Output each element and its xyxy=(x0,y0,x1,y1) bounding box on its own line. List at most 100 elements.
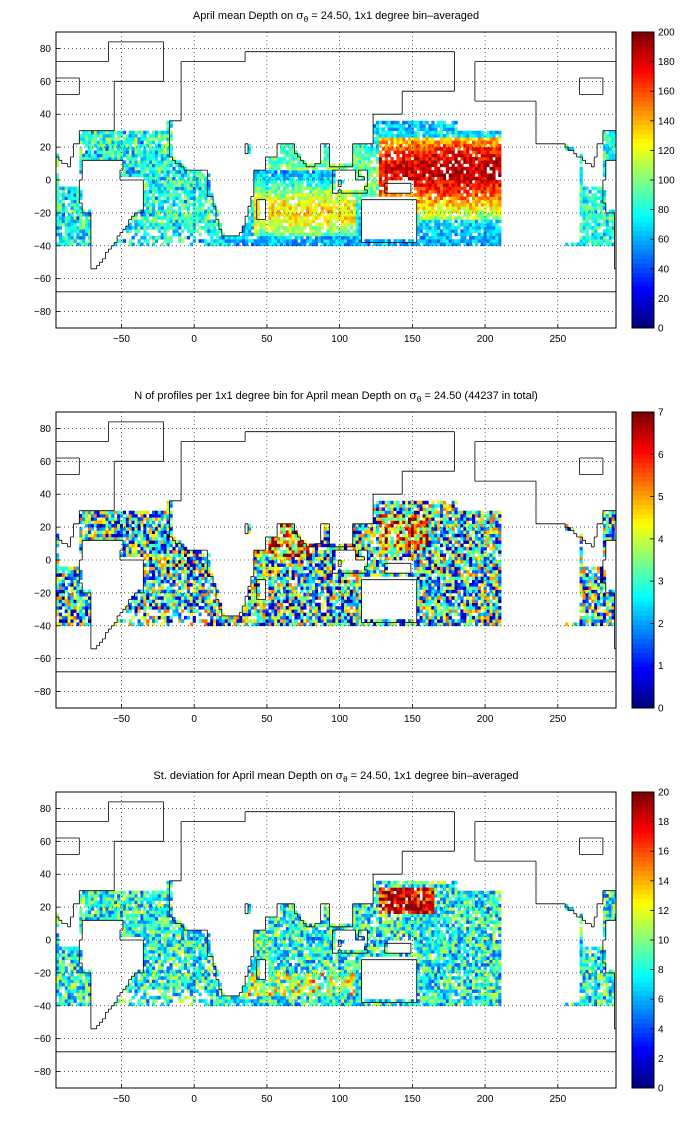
heatmap-cell xyxy=(588,619,592,623)
heatmap-cell xyxy=(300,183,304,187)
heatmap-cell xyxy=(393,163,397,168)
heatmap-cell xyxy=(314,592,319,597)
heatmap-cell xyxy=(370,150,374,154)
heatmap-cell xyxy=(358,147,362,151)
heatmap-cell xyxy=(282,239,287,243)
heatmap-cell xyxy=(349,219,353,224)
heatmap-cell xyxy=(428,170,432,174)
heatmap-cell xyxy=(134,216,138,220)
heatmap-cell xyxy=(381,134,385,138)
heatmap-cell xyxy=(460,137,464,141)
heatmap-cell xyxy=(56,612,60,617)
heatmap-cell xyxy=(600,235,604,240)
heatmap-cell xyxy=(186,609,191,613)
heatmap-cell xyxy=(143,163,147,168)
heatmap-cell xyxy=(58,589,63,594)
heatmap-cell xyxy=(218,622,223,627)
heatmap-cell xyxy=(96,157,100,161)
heatmap-cell xyxy=(608,143,612,148)
heatmap-cell xyxy=(477,183,481,187)
heatmap-cell xyxy=(166,606,170,610)
heatmap-cell xyxy=(274,193,278,197)
heatmap-cell xyxy=(268,216,272,220)
heatmap-cell xyxy=(134,137,138,141)
heatmap-cell xyxy=(265,176,269,181)
heatmap-cell xyxy=(93,157,97,161)
heatmap-cell xyxy=(492,150,496,154)
heatmap-cell xyxy=(466,612,470,617)
heatmap-cell xyxy=(70,226,74,230)
heatmap-cell xyxy=(280,150,284,154)
heatmap-cell xyxy=(317,596,321,600)
heatmap-cell xyxy=(297,583,301,587)
heatmap-cell xyxy=(201,203,205,207)
heatmap-cell xyxy=(480,615,484,620)
heatmap-cell xyxy=(376,622,380,627)
heatmap-cell xyxy=(271,222,275,227)
heatmap-cell xyxy=(472,602,476,607)
heatmap-cell xyxy=(448,157,452,161)
heatmap-cell xyxy=(210,622,214,627)
heatmap-cell xyxy=(56,186,60,191)
heatmap-cell xyxy=(608,153,612,158)
heatmap-cell xyxy=(198,209,202,214)
heatmap-cell xyxy=(79,193,83,197)
heatmap-cell xyxy=(271,176,275,181)
heatmap-cell xyxy=(90,143,95,148)
heatmap-cell xyxy=(472,173,476,177)
heatmap-cell xyxy=(76,612,80,617)
heatmap-cell xyxy=(259,222,263,227)
heatmap-cell xyxy=(309,235,313,240)
heatmap-cell xyxy=(486,137,490,141)
heatmap-cell xyxy=(442,602,447,607)
heatmap-cell xyxy=(582,199,586,204)
heatmap-cell xyxy=(466,153,470,158)
heatmap-cell xyxy=(181,203,185,207)
heatmap-cell xyxy=(460,239,464,243)
heatmap-cell xyxy=(329,586,333,590)
heatmap-cell xyxy=(445,189,449,194)
heatmap-cell xyxy=(250,239,255,243)
heatmap-cell xyxy=(297,173,301,177)
heatmap-cell xyxy=(288,212,292,217)
x-tick-label: 0 xyxy=(191,334,197,345)
heatmap-cell xyxy=(440,209,444,214)
heatmap-cell xyxy=(437,229,441,233)
heatmap-cell xyxy=(425,583,429,587)
heatmap-cell xyxy=(602,189,607,194)
heatmap-cell xyxy=(472,170,476,174)
heatmap-cell xyxy=(434,180,438,184)
heatmap-cell xyxy=(381,140,385,145)
heatmap-cell xyxy=(474,596,479,600)
heatmap-cell xyxy=(277,239,281,243)
heatmap-cell xyxy=(157,130,161,135)
heatmap-cell xyxy=(70,609,74,613)
heatmap-cell xyxy=(413,153,417,158)
heatmap-cell xyxy=(195,596,199,600)
heatmap-cell xyxy=(445,609,449,613)
heatmap-cell xyxy=(64,232,68,237)
heatmap-cell xyxy=(413,163,417,168)
heatmap-cell xyxy=(140,166,144,171)
heatmap-cell xyxy=(457,163,461,168)
heatmap-cell xyxy=(579,615,583,620)
heatmap-cell xyxy=(466,589,470,594)
heatmap-cell xyxy=(265,196,269,200)
heatmap-cell xyxy=(326,173,330,177)
heatmap-cell xyxy=(294,242,298,247)
heatmap-cell xyxy=(253,226,257,230)
heatmap-cell xyxy=(253,170,257,174)
heatmap-cell xyxy=(297,232,301,237)
heatmap-cell xyxy=(408,124,412,128)
heatmap-cell xyxy=(271,579,275,584)
heatmap-cell xyxy=(588,592,592,597)
heatmap-cell xyxy=(137,589,141,594)
heatmap-cell xyxy=(317,216,321,220)
heatmap-cell xyxy=(201,189,205,194)
heatmap-cell xyxy=(477,134,481,138)
heatmap-cell xyxy=(216,612,220,617)
heatmap-cell xyxy=(498,586,502,590)
heatmap-cell xyxy=(294,209,298,214)
heatmap-cell xyxy=(454,596,458,600)
heatmap-cell xyxy=(294,212,298,217)
